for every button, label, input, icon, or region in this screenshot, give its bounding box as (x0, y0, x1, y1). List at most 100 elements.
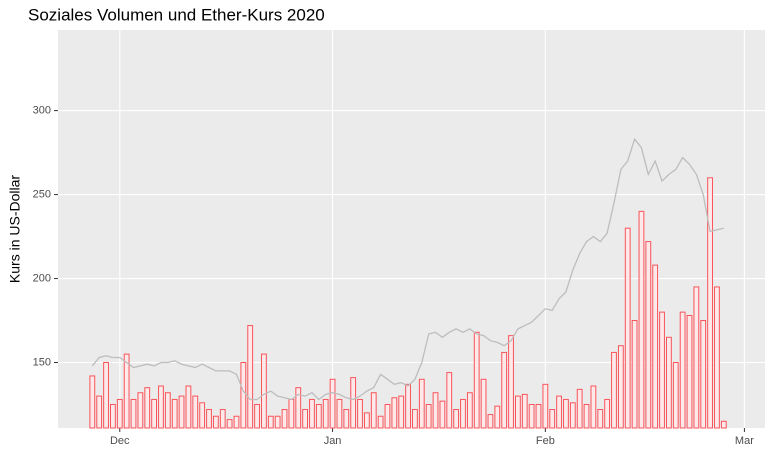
bar (521, 393, 528, 429)
bar (590, 385, 597, 429)
bar (309, 398, 315, 429)
x-tick-label: Dec (110, 435, 130, 447)
x-tick-label: Mar (735, 435, 754, 447)
bar (130, 398, 137, 429)
bar (219, 409, 226, 429)
bar (528, 403, 535, 429)
bar (103, 362, 109, 429)
bar (611, 351, 617, 429)
bar (439, 400, 446, 429)
bar (199, 402, 206, 429)
bar (446, 372, 453, 429)
bar (336, 398, 343, 429)
bar (597, 409, 604, 429)
bar (542, 383, 549, 429)
y-tick-label: 200 (33, 272, 51, 284)
bar (453, 409, 460, 429)
bar (494, 405, 501, 429)
bar (137, 392, 144, 429)
y-axis-label: Kurs in US-Dollar (7, 175, 23, 283)
bar (686, 314, 693, 429)
bar (412, 409, 418, 429)
bar (480, 378, 487, 429)
bar (679, 311, 686, 429)
bar (254, 403, 260, 429)
bar (652, 264, 659, 429)
bar (707, 177, 713, 429)
bar (405, 383, 411, 429)
bar (281, 409, 288, 429)
bar (391, 397, 398, 429)
bar (171, 398, 178, 429)
x-tick-label: Feb (536, 435, 555, 447)
bar (501, 351, 508, 429)
bar (288, 398, 295, 429)
bar (322, 398, 329, 429)
bar (123, 353, 130, 429)
bar (274, 415, 281, 429)
bar (535, 403, 542, 429)
bar (514, 395, 521, 429)
bar (116, 398, 123, 429)
bar (350, 377, 357, 429)
bar (487, 414, 494, 429)
bar (247, 325, 254, 429)
bar (89, 375, 96, 429)
bar (425, 403, 432, 429)
bar (192, 395, 199, 429)
bar (624, 227, 631, 429)
bar (144, 387, 151, 429)
bar (549, 409, 556, 429)
bar (96, 395, 103, 429)
bar (158, 385, 164, 429)
bar (563, 398, 569, 429)
bar (645, 241, 652, 429)
bar (343, 409, 350, 429)
y-tick-label: 250 (33, 188, 51, 200)
bar (473, 331, 480, 429)
bar (185, 385, 192, 429)
bar (714, 286, 720, 429)
y-tick-label: 300 (33, 105, 51, 117)
bar (295, 387, 302, 429)
bar (569, 402, 576, 429)
bar (233, 415, 240, 429)
bar (659, 311, 665, 429)
bar (178, 395, 185, 429)
bar (329, 378, 336, 429)
bar (398, 395, 405, 429)
bar (583, 403, 590, 429)
bar (110, 403, 116, 429)
bar (466, 392, 473, 429)
bar (377, 415, 384, 429)
bar (672, 362, 679, 429)
bar (384, 403, 391, 429)
bar (508, 335, 514, 429)
bar (212, 415, 219, 429)
bar (693, 286, 700, 429)
bar (638, 210, 645, 429)
price-line (91, 137, 724, 401)
bar (206, 409, 212, 429)
bar (617, 345, 624, 429)
bar (357, 398, 363, 429)
bar (418, 378, 425, 429)
bar (240, 362, 247, 429)
bar (267, 415, 274, 429)
bar (302, 409, 309, 429)
bar (666, 336, 672, 429)
bar (432, 392, 439, 429)
panel (58, 30, 765, 428)
bar (604, 398, 611, 429)
bar (315, 403, 322, 429)
y-tick-label: 150 (33, 356, 51, 368)
bar (261, 353, 267, 429)
bar (631, 320, 638, 429)
bar (370, 392, 377, 429)
chart-title: Soziales Volumen und Ether-Kurs 2020 (28, 5, 325, 24)
bar (226, 419, 233, 429)
bar (151, 398, 157, 429)
bar (576, 388, 583, 429)
bar (164, 392, 171, 429)
